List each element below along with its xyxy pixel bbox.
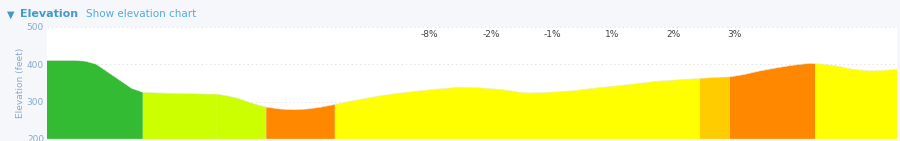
Polygon shape <box>266 104 335 139</box>
Polygon shape <box>730 63 815 139</box>
Polygon shape <box>217 94 266 139</box>
Polygon shape <box>700 77 730 139</box>
Text: -1%: -1% <box>544 30 561 39</box>
Text: 1%: 1% <box>605 30 619 39</box>
Polygon shape <box>47 60 143 139</box>
Text: Elevation: Elevation <box>20 9 78 19</box>
Polygon shape <box>815 64 897 139</box>
Polygon shape <box>335 78 700 139</box>
Text: Show elevation chart: Show elevation chart <box>86 9 196 19</box>
Text: 2%: 2% <box>666 30 680 39</box>
Y-axis label: Elevation (feet): Elevation (feet) <box>16 48 25 118</box>
Text: 3%: 3% <box>727 30 742 39</box>
Text: -8%: -8% <box>421 30 438 39</box>
Text: -2%: -2% <box>482 30 500 39</box>
Polygon shape <box>143 92 217 139</box>
Text: ▼: ▼ <box>7 9 14 19</box>
